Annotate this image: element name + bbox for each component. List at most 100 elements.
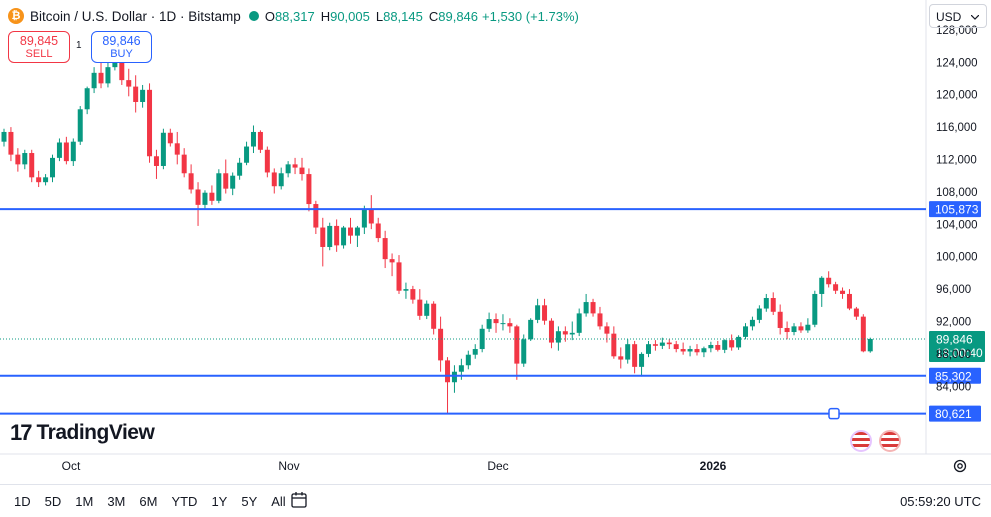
- symbol-title[interactable]: Bitcoin / U.S. Dollar · 1D · Bitstamp: [30, 8, 241, 24]
- low-value: 88,145: [383, 8, 423, 24]
- candle-body: [715, 344, 721, 350]
- candle-body: [334, 225, 340, 246]
- candle-body: [458, 365, 464, 372]
- high-value: 90,005: [330, 8, 370, 24]
- utc-clock[interactable]: 05:59:20 UTC: [900, 494, 981, 509]
- bitcoin-logo-icon: ₿: [8, 8, 24, 24]
- high-label: H: [320, 8, 331, 24]
- range-button-3m[interactable]: 3M: [107, 494, 126, 509]
- candle-body: [431, 303, 437, 329]
- candle-body: [140, 89, 146, 102]
- calendar-icon[interactable]: [290, 491, 308, 509]
- candle-body: [1, 131, 7, 142]
- candle-body: [230, 175, 236, 189]
- candle-body: [223, 173, 229, 189]
- candle-body: [202, 192, 208, 205]
- candle-body: [306, 174, 312, 205]
- candle-body: [701, 348, 707, 353]
- y-tick-label: 124,000: [936, 57, 978, 69]
- range-button-1d[interactable]: 1D: [14, 494, 31, 509]
- candle-body: [153, 156, 159, 166]
- candle-body: [341, 227, 347, 246]
- market-status-icon[interactable]: [248, 11, 259, 21]
- candle-body: [299, 167, 305, 175]
- symbol-header: ₿ Bitcoin / U.S. Dollar · 1D · Bitstamp …: [8, 6, 583, 26]
- candle-body: [632, 344, 638, 367]
- candle-body: [271, 172, 277, 187]
- candle-body: [500, 323, 506, 325]
- candle-body: [645, 344, 651, 354]
- change-value: +1,530 (+1.73%): [482, 8, 579, 24]
- candle-body: [445, 360, 451, 383]
- open-label: O: [264, 8, 275, 24]
- candle-body: [507, 323, 513, 327]
- range-button-ytd[interactable]: YTD: [171, 494, 198, 509]
- currency-label: USD: [936, 10, 962, 24]
- candle-body: [562, 331, 568, 335]
- us-flag-event-icon[interactable]: [879, 430, 901, 452]
- line-handle[interactable]: [828, 407, 840, 420]
- candle-body: [147, 89, 153, 157]
- candle-body: [403, 289, 409, 291]
- candle-body: [424, 303, 430, 316]
- candle-body: [70, 141, 76, 162]
- candle-body: [264, 149, 270, 173]
- candle-body: [694, 349, 700, 353]
- candle-body: [63, 142, 69, 162]
- candle-body: [195, 189, 201, 205]
- candle-body: [729, 340, 735, 348]
- y-tick-label: 84,000: [936, 381, 971, 393]
- candle-body: [777, 311, 783, 328]
- buy-button[interactable]: 89,846 BUY: [91, 31, 152, 63]
- candle-body: [36, 177, 42, 183]
- y-tick-label: 88,000: [936, 349, 971, 361]
- candle-body: [749, 319, 755, 327]
- range-button-1m[interactable]: 1M: [75, 494, 94, 509]
- candle-body: [237, 162, 243, 176]
- candle-body: [181, 154, 187, 174]
- candle-body: [819, 277, 825, 294]
- candle-body: [576, 313, 582, 333]
- currency-selector[interactable]: USD: [929, 4, 987, 28]
- candle-body: [618, 356, 624, 360]
- us-flag-event-icon[interactable]: [850, 430, 872, 452]
- candle-body: [43, 177, 49, 183]
- candle-body: [382, 238, 388, 260]
- candle-body: [320, 227, 326, 247]
- range-button-1y[interactable]: 1Y: [211, 494, 228, 509]
- candle-body: [659, 342, 665, 346]
- range-button-5y[interactable]: 5Y: [241, 494, 258, 509]
- range-button-all[interactable]: All: [271, 494, 286, 509]
- range-buttons: 1D 5D 1M 3M 6M YTD 1Y 5Y All: [14, 494, 300, 509]
- candle-body: [597, 313, 603, 327]
- x-tick-label: Nov: [278, 459, 299, 473]
- horizontal-line-label: 105,873: [935, 203, 979, 217]
- tradingview-wordmark: TradingView: [36, 421, 155, 444]
- candle-body: [625, 344, 631, 360]
- low-label: L: [375, 8, 384, 24]
- price-label-bg: [929, 367, 981, 384]
- candle-body: [826, 277, 832, 285]
- sell-button[interactable]: 89,845 SELL: [8, 31, 70, 63]
- chevron-down-icon: [971, 15, 979, 20]
- y-tick-label: 104,000: [936, 219, 978, 231]
- candle-body: [209, 192, 215, 201]
- tradingview-logo[interactable]: 17 TradingView: [10, 420, 155, 446]
- candle-body: [22, 153, 28, 165]
- candle-body: [652, 344, 658, 346]
- candle-body: [555, 331, 561, 343]
- gear-icon[interactable]: [952, 458, 968, 474]
- y-tick-label: 100,000: [936, 252, 978, 264]
- buy-price: 89,846: [102, 34, 141, 48]
- candle-body: [375, 223, 381, 239]
- candle-body: [840, 290, 846, 294]
- range-button-6m[interactable]: 6M: [139, 494, 158, 509]
- candle-body: [805, 324, 811, 331]
- candle-body: [590, 302, 596, 314]
- candle-body: [472, 349, 478, 355]
- candle-body: [278, 173, 284, 187]
- range-button-5d[interactable]: 5D: [44, 494, 62, 509]
- price-label-bg: [929, 405, 981, 422]
- candle-body: [528, 319, 534, 340]
